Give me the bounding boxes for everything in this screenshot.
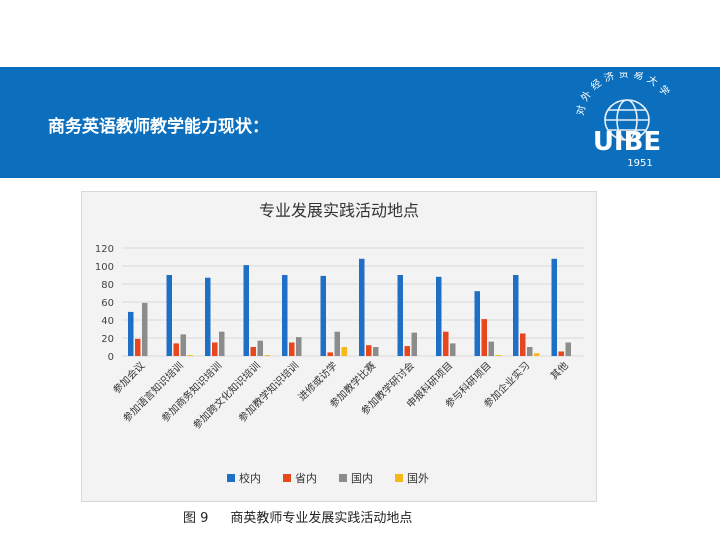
legend-swatch (227, 474, 235, 482)
legend-label: 国内 (351, 471, 373, 485)
y-tick-label: 60 (101, 298, 114, 309)
x-tick-label: 参加会议 (110, 359, 147, 396)
bar (341, 347, 347, 356)
bar (520, 333, 526, 356)
bar (474, 291, 480, 356)
bar (320, 275, 326, 356)
bar (359, 258, 365, 356)
bar (212, 342, 218, 356)
y-tick-label: 120 (95, 244, 114, 255)
bar (404, 346, 410, 356)
gridlines (122, 247, 584, 357)
figure-caption: 图 9 商英教师专业发展实践活动地点 (183, 507, 412, 526)
bar (527, 347, 533, 356)
bar (334, 331, 340, 356)
x-tick-label: 其他 (548, 359, 571, 382)
bar (436, 276, 442, 356)
legend-swatch (339, 474, 347, 482)
bar (257, 340, 263, 356)
bar (187, 355, 193, 356)
bar (135, 338, 141, 356)
bar (296, 337, 302, 356)
bar (250, 347, 256, 356)
bar (173, 343, 179, 356)
bar (327, 352, 333, 356)
bar (264, 355, 270, 356)
bar (411, 332, 417, 356)
bar (282, 275, 288, 356)
bar (166, 275, 172, 356)
bar-chart: 专业发展实践活动地点 0 20 40 60 80 100 120 参加会议参加语言知识培训参… (95, 201, 584, 485)
y-tick-label: 20 (101, 334, 114, 345)
legend-swatch (395, 474, 403, 482)
bar (219, 331, 225, 356)
chart-frame: 专业发展实践活动地点 0 20 40 60 80 100 120 参加会议 参加语言知识培训参… (81, 191, 597, 502)
chart-title: 专业发展实践活动地点 (259, 201, 419, 220)
y-tick-label: 0 (108, 352, 114, 363)
title-banner (0, 67, 720, 178)
legend-label: 国外 (407, 472, 429, 485)
slide-title: 商务英语教师教学能力现状： (48, 117, 269, 137)
y-axis-ticks: 0 20 40 60 80 100 120 (95, 244, 114, 363)
bar (551, 258, 557, 356)
bar (481, 319, 487, 356)
legend: 校内 省内 国内 国外 (227, 471, 429, 485)
bar (488, 341, 494, 356)
bar (495, 355, 501, 356)
bar (565, 342, 571, 356)
bar (180, 334, 186, 356)
bar (558, 351, 564, 356)
y-tick-label: 80 (101, 280, 114, 291)
logo-text: UIBE (593, 127, 661, 157)
bar (243, 265, 249, 356)
logo-year: 1951 (627, 158, 652, 169)
x-tick-label: 参加跨文化知识培训 (190, 359, 263, 432)
bar (443, 331, 449, 356)
figure-caption-text: 商英教师专业发展实践活动地点 (230, 511, 413, 526)
bar (373, 347, 379, 356)
y-tick-label: 100 (95, 262, 114, 273)
x-axis-labels: 参加会议参加语言知识培训参加商务知识培训参加跨文化知识培训参加教学知识培训进修或… (110, 359, 571, 432)
figure-label: 图 9 (183, 511, 209, 526)
bar (366, 345, 372, 356)
legend-swatch (283, 474, 291, 482)
bar (450, 343, 456, 356)
y-tick-label: 40 (101, 316, 114, 327)
bar (513, 275, 519, 356)
bar (534, 353, 540, 356)
globe-icon (604, 99, 650, 141)
bar (205, 277, 211, 356)
legend-label: 校内 (239, 471, 261, 485)
bar (289, 342, 295, 356)
bar (397, 275, 403, 356)
uibe-logo: 对外经济贸易大学 UIBE 1951 (574, 72, 671, 169)
bar (128, 311, 134, 356)
legend-label: 省内 (295, 471, 317, 485)
bar (142, 302, 148, 356)
bars (128, 258, 571, 356)
